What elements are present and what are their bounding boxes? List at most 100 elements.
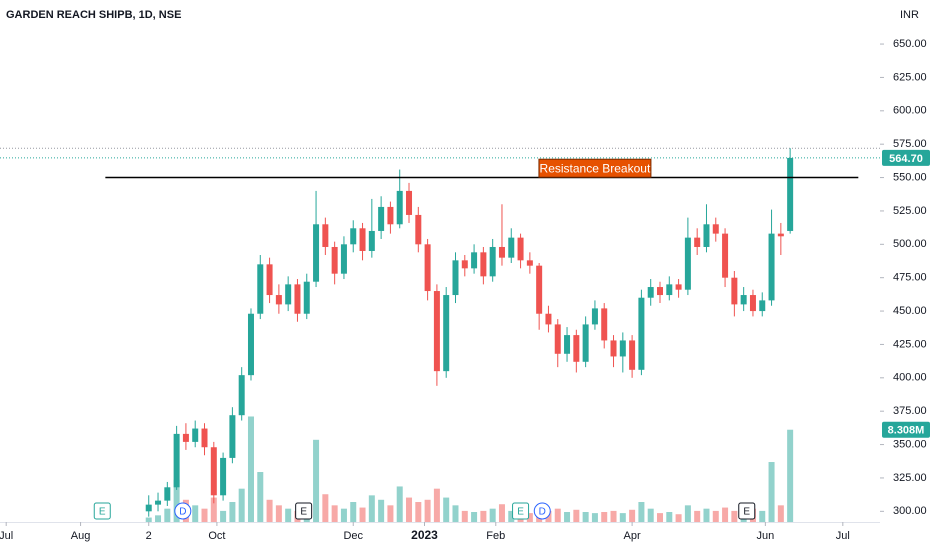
candle-body xyxy=(610,340,617,357)
y-tick-label: 550.00 xyxy=(893,171,927,183)
volume-bar xyxy=(368,495,375,522)
candle-body xyxy=(545,313,552,325)
candle-body xyxy=(675,284,682,290)
volume-bar xyxy=(396,486,403,522)
volume-bar xyxy=(722,507,729,522)
volume-bar xyxy=(759,510,766,522)
volume-bar xyxy=(489,508,496,522)
volume-bar xyxy=(480,510,487,522)
candle-body xyxy=(145,504,152,512)
candle-body xyxy=(275,295,282,305)
candle-body xyxy=(452,260,459,296)
y-tick-label: 625.00 xyxy=(893,71,927,83)
x-tick-label: 2 xyxy=(146,530,152,542)
candle-body xyxy=(313,224,320,282)
volume-bar xyxy=(443,497,450,522)
annotation-box xyxy=(538,158,652,178)
event-label: E xyxy=(300,507,307,518)
candle-body xyxy=(666,284,673,296)
candle-body xyxy=(703,224,710,247)
currency-label: INR xyxy=(900,9,919,21)
candle-body xyxy=(759,300,766,312)
volume-bar xyxy=(257,472,264,522)
candle-body xyxy=(368,230,375,251)
candle-body xyxy=(229,415,236,458)
candle-body xyxy=(378,206,385,231)
candle-body xyxy=(629,340,636,370)
volume-bar xyxy=(591,513,598,522)
candle-body xyxy=(508,237,515,258)
candle-body xyxy=(480,252,487,277)
volume-bar xyxy=(275,505,282,522)
event-label: E xyxy=(99,507,106,518)
candle-body xyxy=(740,295,747,305)
candle-body xyxy=(173,433,180,488)
price-label: 564.70 xyxy=(889,153,923,165)
candle-body xyxy=(564,335,571,354)
candle-body xyxy=(238,375,245,416)
volume-bar xyxy=(229,502,236,522)
volume-bar xyxy=(285,508,292,522)
candle-body xyxy=(591,308,598,325)
volume-bar xyxy=(638,502,645,522)
event-label: D xyxy=(539,507,546,518)
candle-body xyxy=(247,313,254,376)
volume-label: 8.308M xyxy=(888,425,925,437)
candle-body xyxy=(192,428,199,442)
chart-title: GARDEN REACH SHIPB, 1D, NSE xyxy=(6,9,181,21)
candle-body xyxy=(443,295,450,372)
volume-bar xyxy=(712,510,719,522)
candle-body xyxy=(684,237,691,290)
volume-bar xyxy=(350,502,357,522)
event-marker xyxy=(738,502,756,520)
volume-bar xyxy=(433,488,440,522)
candle-body xyxy=(657,287,663,296)
candle-body xyxy=(777,233,784,237)
volume-bar xyxy=(145,517,152,522)
x-tick-label: Apr xyxy=(624,530,641,542)
volume-bar xyxy=(647,508,654,522)
candle-body xyxy=(322,224,329,247)
x-tick-label: Jun xyxy=(756,530,774,542)
volume-bar xyxy=(582,512,589,522)
candle-body xyxy=(424,244,431,292)
volume-bar xyxy=(424,499,431,522)
candle-body xyxy=(787,157,794,231)
y-tick-label: 575.00 xyxy=(893,138,927,150)
volume-bar xyxy=(415,502,422,522)
candle-body xyxy=(647,287,654,298)
volume-bar xyxy=(498,504,505,522)
candle-body xyxy=(638,297,645,370)
y-tick-label: 375.00 xyxy=(893,405,927,417)
candle-body xyxy=(536,265,543,314)
volume-bar xyxy=(164,508,171,522)
candle-body xyxy=(722,233,729,278)
volume-bar xyxy=(220,510,227,522)
x-tick-label: 2023 xyxy=(411,528,438,542)
candle-body xyxy=(573,335,580,362)
candle-body xyxy=(257,264,264,314)
volume-bar xyxy=(777,505,784,522)
volume-bar xyxy=(359,507,366,522)
candle-body xyxy=(554,324,561,354)
candle-body xyxy=(387,206,394,225)
volume-bar xyxy=(452,505,459,522)
volume-bar xyxy=(461,510,468,522)
volume-bar xyxy=(573,509,580,522)
candle-body xyxy=(294,284,301,314)
y-tick-label: 500.00 xyxy=(893,238,927,250)
x-tick-label: Jul xyxy=(836,530,850,542)
candle-body xyxy=(220,457,227,496)
candle-body xyxy=(285,284,292,305)
volume-bar xyxy=(192,505,199,522)
candle-body xyxy=(694,237,701,247)
price-label-box xyxy=(882,149,930,166)
volume-bar xyxy=(526,513,533,522)
candle-body xyxy=(601,308,608,341)
event-marker xyxy=(174,502,192,520)
volume-bar xyxy=(331,505,338,522)
candle-body xyxy=(489,246,496,277)
candle-body xyxy=(396,190,403,225)
volume-bar xyxy=(201,508,208,522)
volume-bar xyxy=(471,512,478,522)
